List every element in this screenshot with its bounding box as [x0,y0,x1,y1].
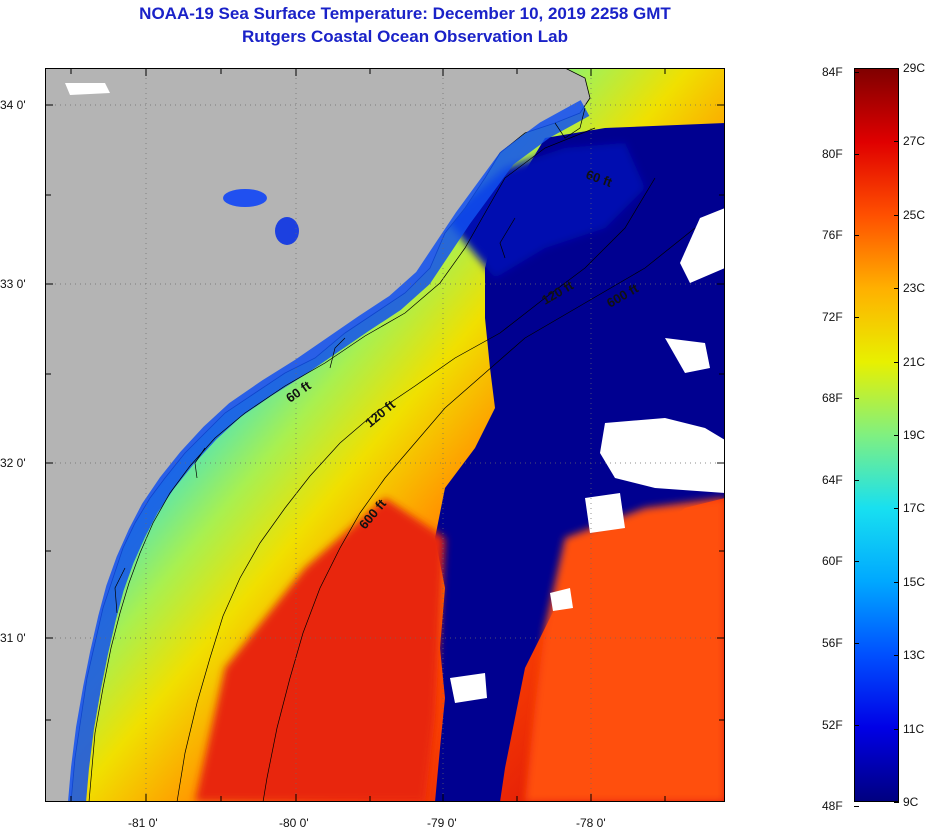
colorbar-celsius-tick [894,288,899,290]
colorbar-fahrenheit-label: 60F [822,554,843,569]
colorbar-fahrenheit-label: 52F [822,717,843,732]
depth-contours [88,107,696,802]
temperature-colorbar [854,68,899,802]
colorbar-celsius-label: 17C [903,501,926,516]
warm-water-core [195,498,445,802]
colorbar-celsius-label: 9C [903,795,919,809]
colorbar-celsius-tick [894,68,899,69]
colorbar-fahrenheit-tick [854,561,859,563]
cold-water-region [435,123,725,802]
lon-label-78: -78 0' [576,816,606,830]
lat-label-34: 34 0' [0,98,26,112]
colorbar-fahrenheit-tick [854,72,859,74]
colorbar-celsius-label: 29C [903,61,926,75]
colorbar-celsius-tick [894,655,899,657]
colorbar-fahrenheit-label: 64F [822,472,843,487]
nearshore-cool-band [68,100,590,802]
contour-120ft [176,177,656,802]
coastline-detail [114,107,586,614]
colorbar-fahrenheit-label: 68F [822,391,843,406]
map-subtitle: Rutgers Coastal Ocean Observation Lab [242,27,568,46]
lat-label-33: 33 0' [0,277,26,291]
lon-label-80: -80 0' [279,816,309,830]
colorbar-celsius-tick [894,728,899,730]
lon-label-81: -81 0' [128,816,158,830]
colorbar-celsius-tick [894,508,899,510]
map-frame [45,68,725,802]
colorbar-fahrenheit-label: 76F [822,228,843,243]
warm-water-southeast [525,498,725,802]
graticule [45,68,725,802]
colorbar-fahrenheit-tick [854,806,859,808]
colorbar-celsius-label: 13C [903,648,926,663]
colorbar-fahrenheit-tick [854,153,859,155]
colorbar-celsius-tick [894,435,899,436]
lat-label-31: 31 0' [0,631,26,645]
colorbar-celsius-label: 19C [903,428,926,442]
colorbar-fahrenheit-label: 48F [822,799,843,814]
colorbar-celsius-tick [894,802,899,803]
sst-map: 60 ft 60 ft 120 ft 120 ft 600 ft 600 ft [45,68,725,802]
colorbar-fahrenheit-label: 84F [822,65,843,80]
colorbar-fahrenheit-tick [854,724,859,726]
colorbar-celsius-label: 23C [903,281,926,296]
lat-label-32: 32 0' [0,456,26,470]
colorbar-fahrenheit-tick [854,316,859,318]
contour-60ft [88,127,596,802]
colorbar-celsius-tick [894,361,899,363]
contour-600ft [262,227,696,802]
colorbar-fahrenheit-tick [854,479,859,481]
colorbar-fahrenheit-tick [854,642,859,644]
lon-label-79: -79 0' [427,816,457,830]
cloud-patches [65,83,725,703]
colorbar-fahrenheit-tick [854,398,859,400]
lake-moultrie [275,217,299,245]
colorbar-celsius-tick [894,214,899,216]
colorbar-fahrenheit-label: 56F [822,635,843,650]
colorbar-celsius-label: 15C [903,574,926,589]
lake-marion [223,189,267,207]
colorbar-fahrenheit-tick [854,235,859,237]
colorbar-celsius-tick [894,141,899,143]
colorbar-celsius-tick [894,581,899,583]
colorbar-fahrenheit-label: 80F [822,146,843,161]
colorbar-celsius-label: 11C [903,721,925,736]
colorbar-celsius-label: 21C [903,354,926,369]
map-title: NOAA-19 Sea Surface Temperature: Decembe… [139,4,671,23]
colorbar-celsius-label: 27C [903,134,926,149]
colorbar-celsius-label: 25C [903,207,926,222]
colorbar-fahrenheit-label: 72F [822,309,843,324]
